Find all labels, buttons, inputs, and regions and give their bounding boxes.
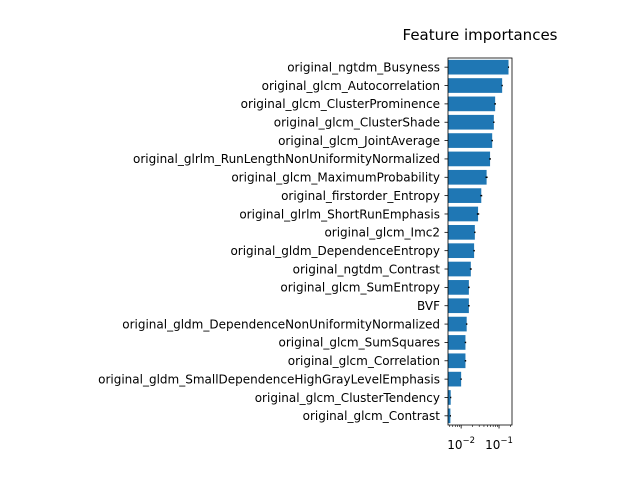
bar-15 [448,335,466,350]
y-tick-label: original_glcm_Imc2 [324,226,440,240]
axes-frame [447,57,513,426]
bar-1 [448,78,503,93]
bar-5 [448,151,491,167]
y-tick-label: original_glcm_MaximumProbability [231,171,440,185]
y-tick-labels: original_ngtdm_Busyness original_glcm_Aut… [98,60,448,423]
y-tick-label: original_glcm_ClusterShade [274,116,440,130]
bar-10 [448,243,475,259]
y-tick-label: original_glrlm_RunLengthNonUniformityNor… [133,152,440,166]
error-bars-layer [449,66,510,417]
y-tick-label: original_glcm_SumEntropy [280,281,440,295]
y-tick-label: original_ngtdm_Contrast [293,262,441,276]
bar-0 [448,59,509,75]
y-tick-label: original_gldm_DependenceNonUniformityNor… [122,317,440,331]
bar-7 [448,188,482,203]
bar-3 [448,114,494,130]
bar-4 [448,133,493,148]
y-tick-label: original_firstorder_Entropy [281,189,440,203]
bar-17 [448,371,462,387]
bar-6 [448,169,487,185]
y-tick-label: original_gldm_DependenceEntropy [230,244,440,258]
y-tick-label: original_glcm_ClusterTendency [255,391,440,405]
plot-frame [447,57,513,426]
bar-16 [448,353,466,369]
y-tick-label: BVF [417,299,440,313]
bar-13 [448,298,469,314]
y-tick-label: original_glcm_Correlation [288,354,440,368]
bar-2 [448,96,496,112]
y-tick-label: original_ngtdm_Busyness [287,60,440,74]
y-tick-label: original_gldm_SmallDependenceHighGrayLev… [98,372,440,386]
bar-19 [448,408,451,424]
bar-18 [448,390,451,405]
y-tick-label: original_glcm_Autocorrelation [262,79,440,93]
y-tick-label: original_glcm_JointAverage [278,134,440,148]
y-tick-label: original_glrlm_ShortRunEmphasis [239,207,440,221]
bar-9 [448,224,475,240]
y-tick-label: original_glcm_Contrast [303,409,441,423]
y-tick-label: original_glcm_SumSquares [278,336,440,350]
bar-11 [448,261,471,277]
bar-12 [448,280,469,295]
bar-14 [448,316,467,332]
bar-8 [448,206,479,222]
bars-layer [448,59,509,424]
y-tick-label: original_glcm_ClusterProminence [241,97,440,111]
chart-title: Feature importances [403,26,558,44]
